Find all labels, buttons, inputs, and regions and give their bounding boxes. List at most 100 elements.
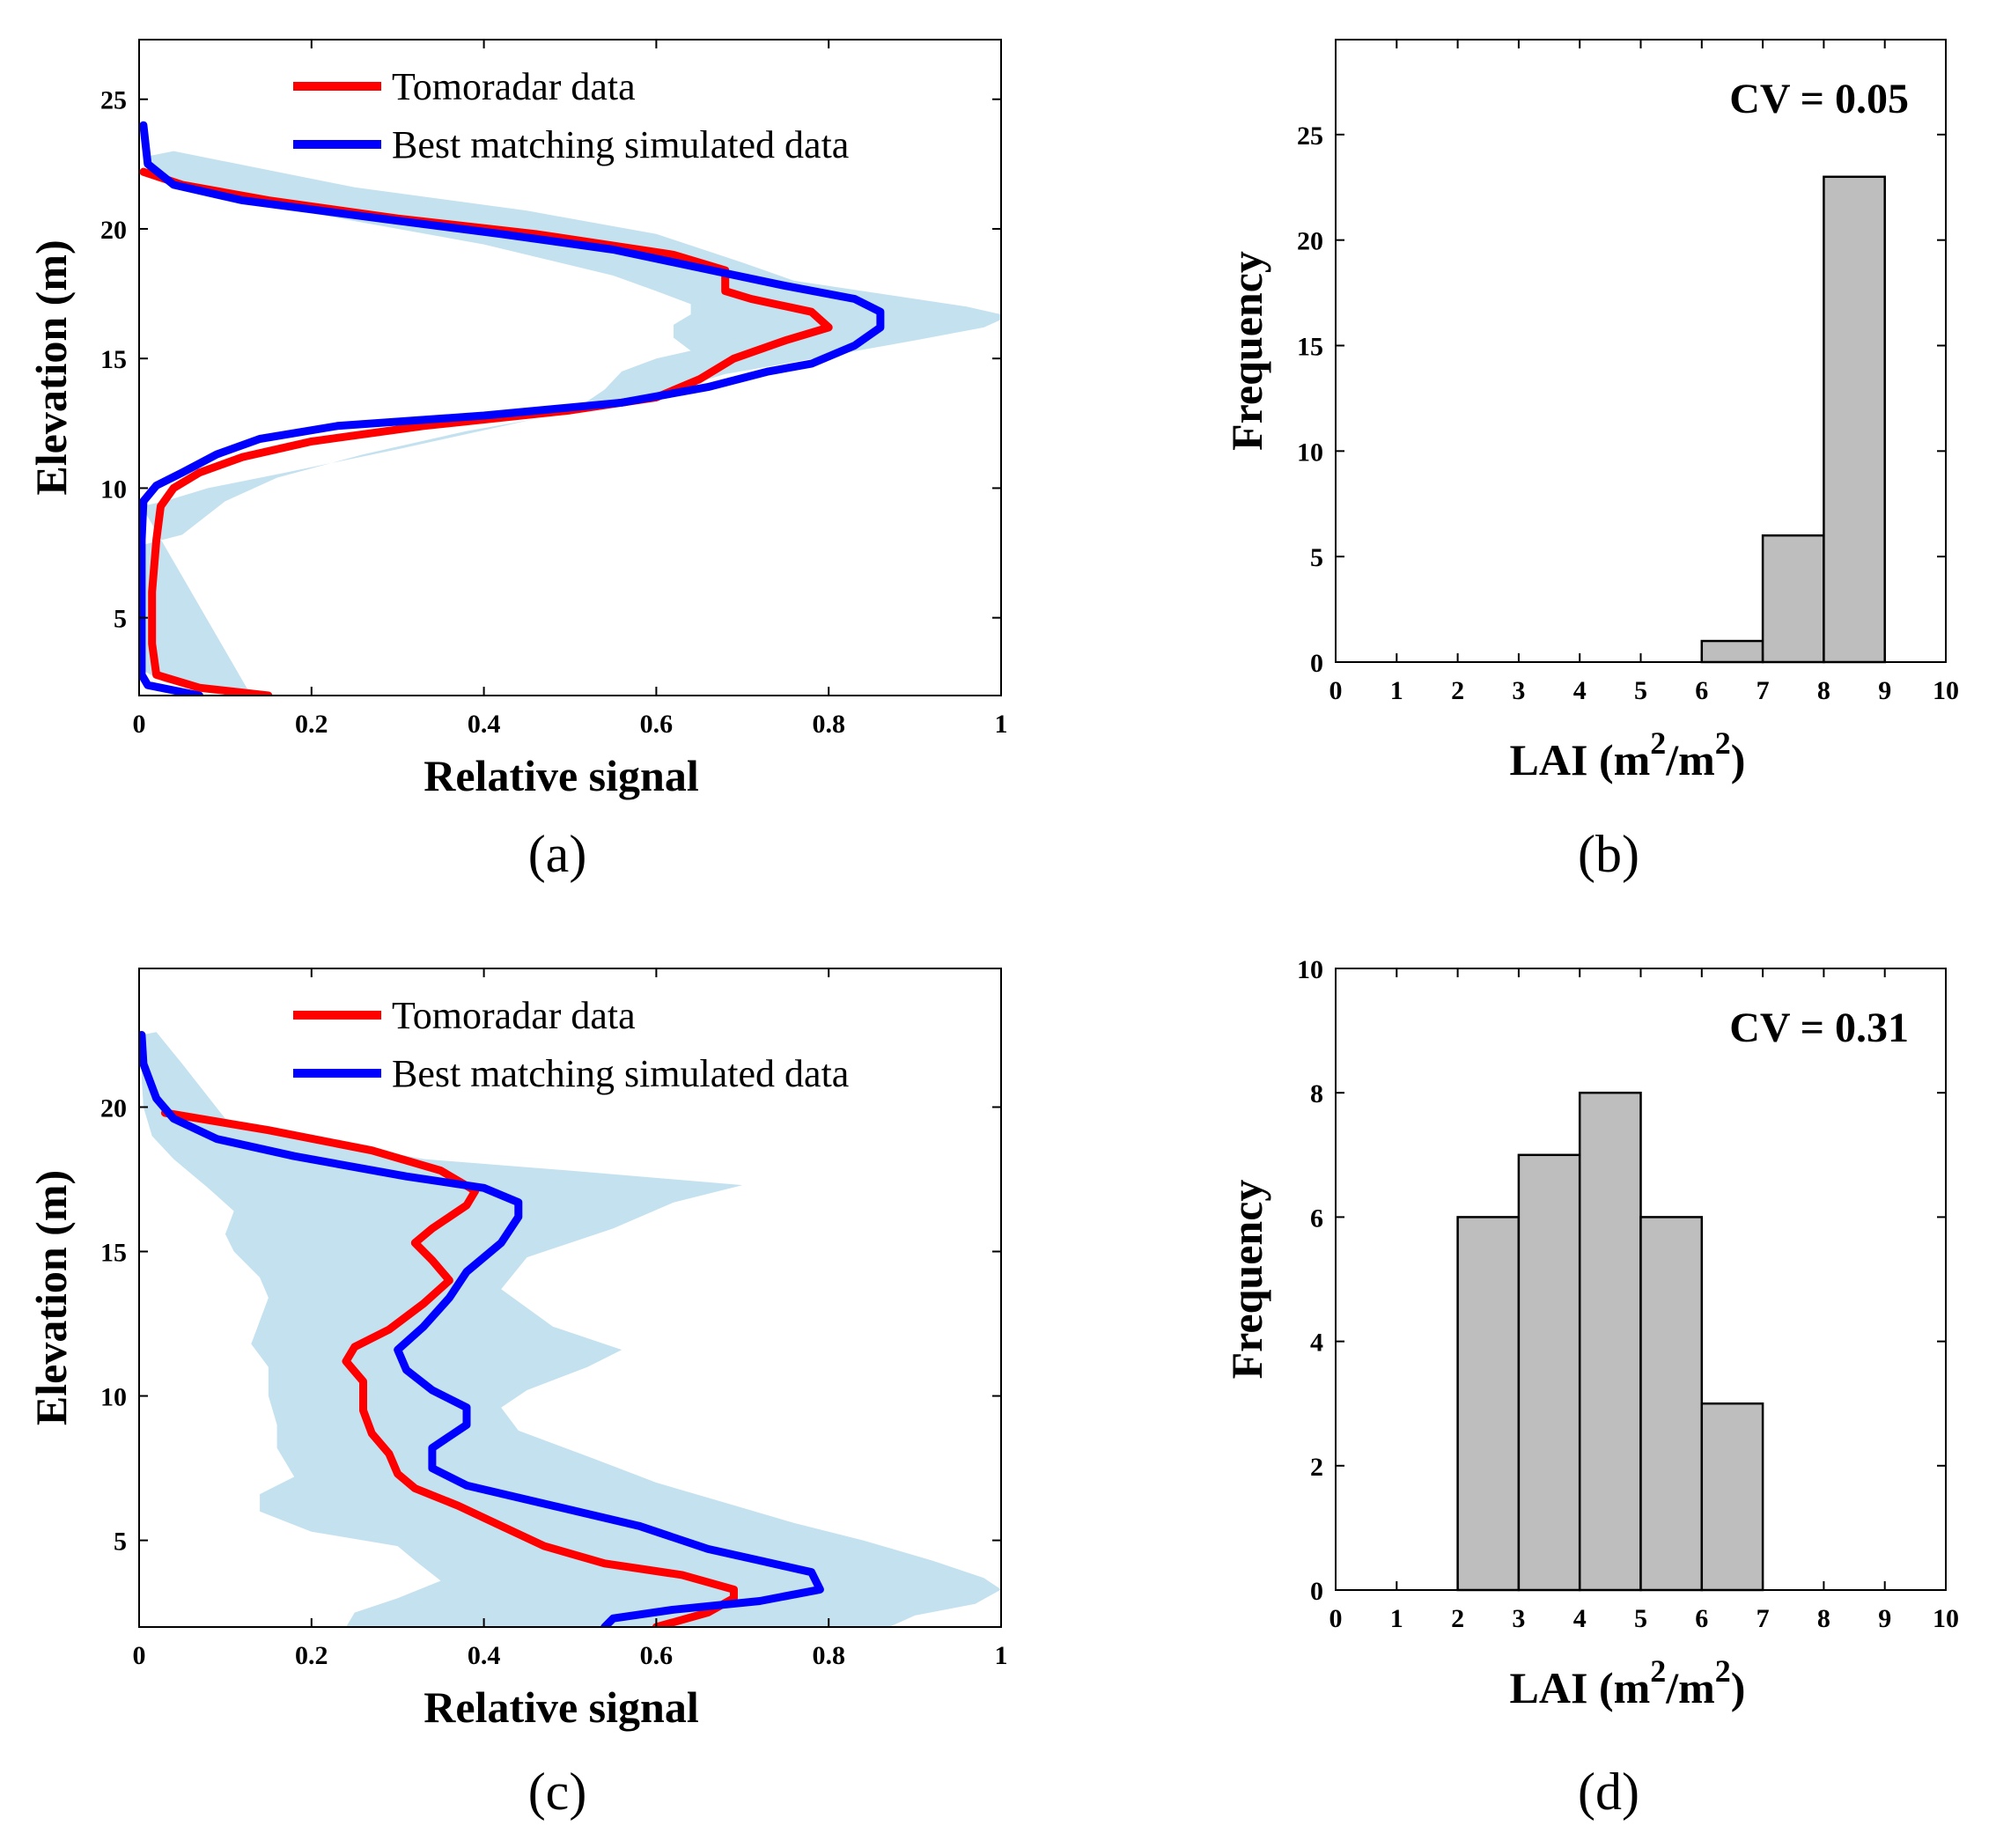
x-tick-label: 0 <box>1329 1604 1343 1633</box>
cv-annotation: CV = 0.31 <box>1729 1005 1909 1051</box>
panel-label: (a) <box>528 825 587 883</box>
x-tick-label: 0.8 <box>812 1641 845 1670</box>
x-tick-label: 10 <box>1933 1604 1959 1633</box>
y-tick-label: 0 <box>1310 649 1323 678</box>
simulation-range-band <box>141 1032 1001 1627</box>
y-tick-label: 10 <box>1297 955 1323 984</box>
y-tick-label: 8 <box>1310 1079 1323 1108</box>
y-tick-label: 25 <box>100 86 127 115</box>
x-axis-label-superscript: 2 <box>1650 1653 1666 1689</box>
x-tick-label: 0.8 <box>812 710 845 739</box>
histogram-bar <box>1578 1091 1642 1592</box>
simulated-data-line <box>139 1031 824 1627</box>
simulated-data-line <box>139 121 885 696</box>
x-axis-label: LAI (m2/m2) <box>1510 725 1746 784</box>
axes-frame <box>138 39 1002 696</box>
y-tick-label: 15 <box>100 345 127 374</box>
x-tick-label: 2 <box>1451 676 1464 705</box>
histogram-bar <box>1639 1216 1704 1592</box>
y-tick-label: 0 <box>1310 1577 1323 1606</box>
x-tick-label: 3 <box>1512 1604 1525 1633</box>
histogram-bar <box>1823 175 1886 664</box>
x-tick-label: 0.2 <box>295 1641 328 1670</box>
x-tick-label: 3 <box>1512 676 1525 705</box>
histogram-bar <box>1456 1216 1521 1592</box>
panel-label: (b) <box>1578 825 1639 883</box>
panel-label: (d) <box>1578 1763 1639 1821</box>
x-tick-label: 1 <box>1390 676 1403 705</box>
x-axis-label-part: LAI (m <box>1510 1663 1651 1712</box>
x-axis-label-superscript: 2 <box>1715 1653 1731 1689</box>
y-tick-label: 5 <box>114 1528 127 1557</box>
y-tick-label: 10 <box>1297 438 1323 467</box>
tomoradar-data-line <box>160 1108 738 1627</box>
histogram-bar <box>1761 534 1825 664</box>
x-axis-label-part: /m <box>1665 1663 1715 1712</box>
histogram-bar <box>1517 1153 1581 1592</box>
y-axis-label: Elevation (m) <box>26 1170 76 1425</box>
axes-frame <box>138 968 1002 1628</box>
x-tick-label: 9 <box>1878 676 1891 705</box>
y-tick-label: 15 <box>100 1239 127 1268</box>
x-axis-label: LAI (m2/m2) <box>1510 1653 1746 1712</box>
histogram-bar <box>1700 1402 1764 1592</box>
x-tick-label: 5 <box>1634 676 1647 705</box>
x-tick-label: 8 <box>1817 1604 1830 1633</box>
x-tick-label: 1 <box>995 710 1008 739</box>
x-tick-label: 9 <box>1878 1604 1891 1633</box>
legend-label-simulated: Best matching simulated data <box>392 1052 849 1095</box>
x-tick-label: 1 <box>995 1641 1008 1670</box>
x-tick-label: 5 <box>1634 1604 1647 1633</box>
y-axis-label: Elevation (m) <box>26 239 76 495</box>
cv-annotation: CV = 0.05 <box>1729 76 1909 122</box>
x-tick-label: 4 <box>1573 1604 1587 1633</box>
y-tick-label: 20 <box>1297 227 1323 256</box>
legend-label-tomoradar: Tomoradar data <box>392 65 636 108</box>
x-tick-label: 6 <box>1695 676 1708 705</box>
x-tick-label: 7 <box>1757 676 1770 705</box>
x-tick-label: 0.6 <box>640 1641 674 1670</box>
x-axis-label-part: /m <box>1665 735 1715 784</box>
y-tick-label: 5 <box>114 605 127 634</box>
x-tick-label: 0.2 <box>295 710 328 739</box>
tomoradar-data-line <box>139 167 833 696</box>
x-tick-label: 7 <box>1757 1604 1770 1633</box>
x-tick-label: 0 <box>1329 676 1343 705</box>
x-axis-label-part: ) <box>1731 735 1746 784</box>
y-tick-label: 5 <box>1310 543 1323 572</box>
plot-area <box>139 1031 1001 1627</box>
x-tick-label: 4 <box>1573 676 1587 705</box>
y-tick-label: 4 <box>1310 1329 1323 1358</box>
x-tick-label: 0.4 <box>468 1641 501 1670</box>
x-tick-label: 2 <box>1451 1604 1464 1633</box>
y-tick-label: 20 <box>100 1093 127 1123</box>
x-axis-label: Relative signal <box>424 751 699 800</box>
x-axis-label-superscript: 2 <box>1715 725 1731 761</box>
y-tick-label: 2 <box>1310 1453 1323 1482</box>
x-tick-label: 0 <box>133 710 146 739</box>
legend-label-tomoradar: Tomoradar data <box>392 994 636 1037</box>
x-tick-label: 0.4 <box>468 710 501 739</box>
x-tick-label: 8 <box>1817 676 1830 705</box>
y-tick-label: 25 <box>1297 121 1323 151</box>
x-axis-label-superscript: 2 <box>1650 725 1666 761</box>
y-tick-label: 10 <box>100 1383 127 1412</box>
histogram-bar <box>1700 639 1764 664</box>
plot-area <box>139 121 1001 696</box>
legend-label-simulated: Best matching simulated data <box>392 123 849 166</box>
simulation-range-band <box>141 151 1001 696</box>
y-tick-label: 6 <box>1310 1204 1323 1233</box>
x-tick-label: 6 <box>1695 1604 1708 1633</box>
x-axis-label-part: LAI (m <box>1510 735 1651 784</box>
y-axis-label: Frequency <box>1222 251 1271 451</box>
x-tick-label: 10 <box>1933 676 1959 705</box>
y-axis-label: Frequency <box>1222 1180 1271 1380</box>
x-tick-label: 1 <box>1390 1604 1403 1633</box>
chart-panel-d: 0 1 2 3 4 5 6 7 8 9 10 0 2 4 6 8 10 CV = 0.31 LAI (m2/m2) F… <box>1222 955 1959 1821</box>
x-axis-label: Relative signal <box>424 1682 699 1732</box>
x-tick-label: 0.6 <box>640 710 674 739</box>
